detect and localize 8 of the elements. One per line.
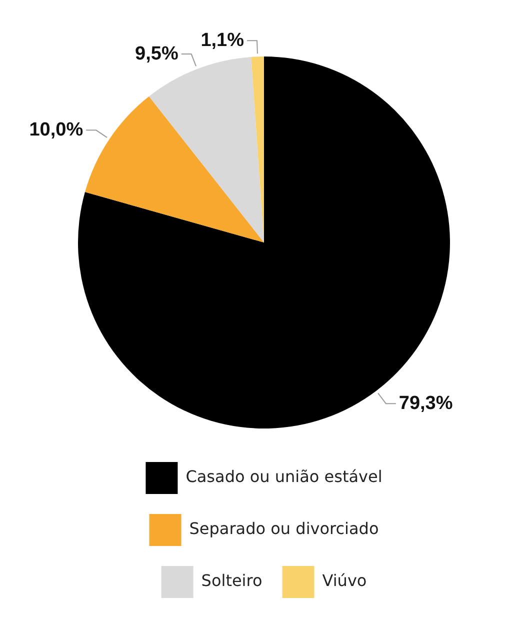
- data-label: 1,1%: [200, 30, 244, 51]
- data-label: 10,0%: [29, 119, 84, 140]
- data-label: 9,5%: [135, 43, 178, 64]
- data-label: 79,3%: [398, 392, 453, 414]
- legend-label: Casado ou união estável: [186, 467, 382, 486]
- legend-label: Viúvo: [322, 571, 367, 590]
- legend-label: Separado ou divorciado: [189, 519, 379, 538]
- legend-label: Solteiro: [201, 571, 262, 590]
